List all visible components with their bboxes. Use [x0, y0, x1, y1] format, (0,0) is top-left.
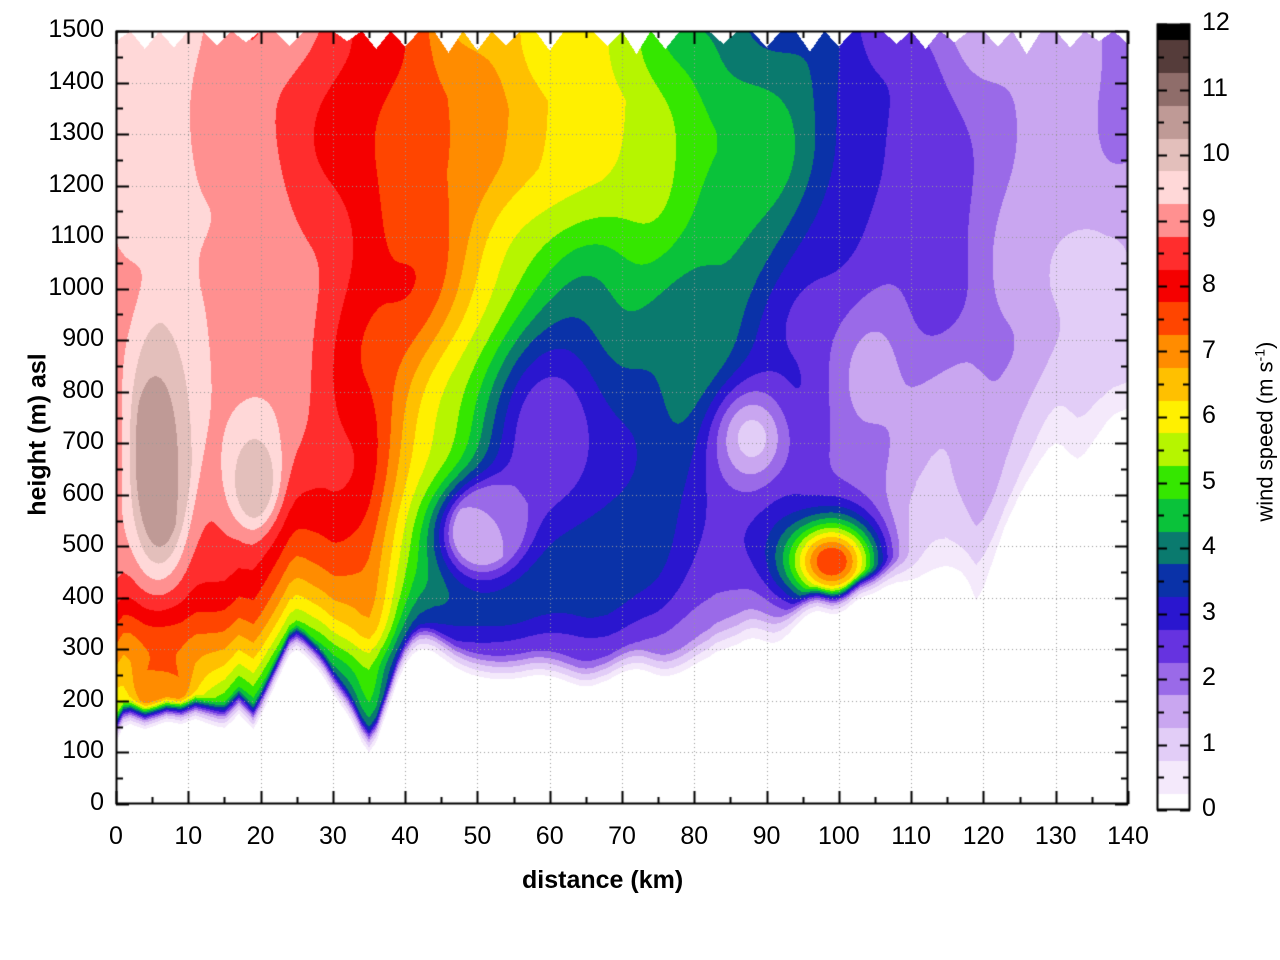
colorbar-label-exponent: -1 [1251, 349, 1268, 362]
y-tick-label: 1000 [48, 272, 104, 301]
colorbar-tick-label: 0 [1202, 794, 1216, 822]
y-tick-label: 1100 [50, 221, 104, 250]
x-tick-label: 110 [891, 822, 932, 850]
colorbar-tick-label: 9 [1202, 204, 1216, 233]
x-tick-label: 140 [1107, 822, 1149, 850]
y-tick-label: 0 [90, 788, 104, 816]
colorbar-tick-label: 5 [1202, 466, 1216, 495]
colorbar-label: wind speed (m s-1) [1251, 322, 1278, 542]
y-tick-label: 400 [62, 581, 104, 610]
x-tick-label: 30 [318, 822, 347, 850]
colorbar-tick-label: 7 [1202, 335, 1216, 364]
y-tick-label: 1200 [48, 169, 104, 198]
x-tick-label: 80 [680, 822, 709, 850]
y-tick-label: 1400 [48, 66, 104, 95]
colorbar-label-main: wind speed (m s [1252, 361, 1278, 522]
colorbar-tick-label: 12 [1202, 8, 1230, 36]
y-tick-label: 200 [62, 684, 104, 713]
colorbar-tick-label: 10 [1202, 139, 1230, 167]
x-tick-label: 70 [608, 822, 636, 850]
colorbar-tick-label: 2 [1202, 663, 1216, 691]
x-tick-label: 120 [962, 822, 1005, 850]
colorbar-tick-label: 3 [1202, 597, 1216, 626]
y-tick-label: 100 [62, 736, 104, 765]
colorbar-tick-label: 11 [1202, 73, 1228, 102]
colorbar-tick-label: 6 [1202, 401, 1216, 429]
x-tick-label: 10 [174, 822, 203, 850]
y-tick-label: 900 [62, 324, 104, 353]
x-tick-label: 60 [535, 822, 564, 850]
y-tick-label: 1500 [48, 15, 104, 43]
x-axis-label: distance (km) [522, 866, 684, 894]
colorbar-tick-label: 4 [1202, 532, 1216, 560]
y-tick-label: 1300 [48, 118, 104, 147]
y-tick-label: 300 [62, 633, 104, 662]
x-tick-label: 90 [752, 822, 781, 850]
y-tick-label: 700 [62, 427, 104, 456]
x-tick-label: 130 [1034, 822, 1077, 850]
colorbar-tick-label: 1 [1202, 728, 1216, 757]
x-tick-label: 20 [246, 822, 275, 850]
x-tick-label: 40 [391, 822, 420, 850]
x-tick-label: 0 [109, 822, 123, 850]
x-tick-label: 50 [463, 822, 492, 850]
colorbar-tick-label: 8 [1202, 270, 1216, 298]
y-tick-label: 800 [62, 375, 104, 404]
colorbar-label-tail: ) [1252, 341, 1278, 350]
x-tick-label: 100 [817, 822, 860, 850]
y-tick-label: 600 [62, 478, 104, 507]
y-tick-label: 500 [62, 530, 104, 559]
